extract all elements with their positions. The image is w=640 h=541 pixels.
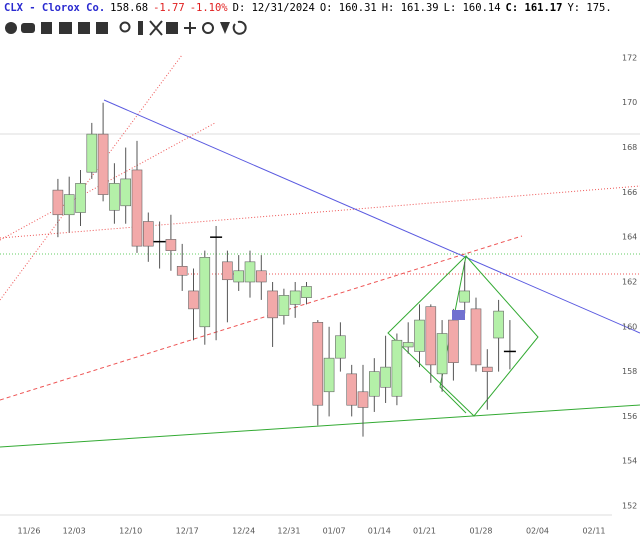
candle-body: [312, 322, 324, 406]
y-tick-label: 168: [622, 143, 637, 152]
trend-line: [0, 404, 640, 448]
candle-body: [301, 286, 312, 298]
candle-body: [380, 366, 391, 388]
open: O: 160.31: [319, 2, 377, 14]
x-tick-label: 12/17: [176, 527, 199, 536]
candle-body: [222, 261, 233, 281]
toolbar: [5, 20, 247, 36]
y: Y: 175.: [567, 2, 612, 14]
tool-icon[interactable]: [59, 22, 72, 34]
candle-body: [357, 391, 369, 408]
tool-icon[interactable]: [78, 22, 90, 34]
y-tick-label: 154: [622, 457, 637, 466]
x-tick-label: 12/31: [277, 527, 300, 536]
candle-body: [255, 270, 267, 283]
y-tick-label: 166: [622, 188, 637, 197]
high: H: 161.39: [381, 2, 439, 14]
candle-body: [63, 194, 75, 216]
candle-body: [131, 169, 143, 247]
candle-body: [143, 221, 154, 247]
candle-body: [75, 183, 86, 213]
x-tick-label: 01/21: [413, 527, 436, 536]
y-tick-label: 162: [622, 277, 637, 286]
candle-body: [199, 257, 211, 328]
marker: [452, 310, 465, 320]
candle-body: [244, 261, 256, 283]
candle-body: [470, 308, 482, 366]
candle-body: [233, 270, 244, 283]
candle-body: [368, 371, 380, 397]
tool-icon[interactable]: [96, 22, 108, 34]
trend-line: [0, 185, 640, 239]
trend-line: [0, 54, 183, 301]
x-tick-label: 01/28: [469, 527, 492, 536]
trend-line: [0, 235, 523, 401]
tool-icon[interactable]: [21, 23, 35, 33]
close: C: 161.17: [505, 2, 563, 14]
symbol: CLX - Clorox Co.: [4, 2, 106, 14]
tool-icon[interactable]: [5, 22, 17, 34]
tool-icon[interactable]: [202, 22, 214, 34]
x-tick-label: 01/14: [368, 527, 391, 536]
last: 158.68: [110, 2, 149, 14]
diamond: [387, 255, 539, 417]
tool-icon[interactable]: [119, 21, 131, 33]
candle-body: [188, 290, 199, 310]
x-tick-label: 12/10: [119, 527, 142, 536]
candle-body: [176, 265, 188, 276]
candle-body: [436, 333, 448, 375]
change-pct: -1.10%: [189, 2, 228, 14]
candle-body: [97, 133, 109, 195]
candle-body: [335, 335, 346, 359]
y-tick-label: 156: [622, 412, 637, 421]
candle-body: [481, 366, 493, 372]
candle-body: [391, 339, 403, 397]
y-tick-label: 172: [622, 53, 637, 62]
candle-body: [448, 319, 459, 363]
candle-body: [86, 133, 98, 173]
x-tick-label: 11/26: [17, 527, 40, 536]
candle-body: [278, 295, 290, 316]
tool-icon[interactable]: [232, 20, 247, 35]
change: -1.77: [153, 2, 185, 14]
candle-body: [52, 189, 64, 216]
candle-body: [402, 342, 414, 348]
candle-body: [289, 290, 301, 305]
tool-icon[interactable]: [166, 22, 178, 34]
y-tick-label: 158: [622, 367, 637, 376]
candle-body: [414, 319, 425, 352]
x-tick-label: 01/07: [323, 527, 346, 536]
tool-icon[interactable]: [41, 22, 52, 34]
candle-body: [120, 178, 131, 207]
candle-body: [459, 290, 471, 303]
x-tick-label: 02/11: [582, 527, 605, 536]
y-tick-label: 152: [622, 502, 637, 511]
x-tick-label: 12/03: [63, 527, 86, 536]
x-tick-label: 02/04: [526, 527, 549, 536]
candle-body: [267, 290, 278, 319]
y-tick-label: 160: [622, 322, 637, 331]
x-tick-label: 12/24: [232, 527, 255, 536]
trend-line: [103, 99, 640, 334]
header: CLX - Clorox Co. 158.68 -1.77 -1.10% D: 12/3…: [4, 2, 640, 14]
candle-body: [346, 373, 358, 406]
tool-icon[interactable]: [149, 20, 163, 36]
candle-body: [165, 239, 177, 251]
tool-icon[interactable]: [138, 21, 143, 35]
tool-icon[interactable]: [184, 22, 196, 34]
tool-icon[interactable]: [220, 22, 230, 34]
date: D: 12/31/2024: [232, 2, 315, 14]
low: L: 160.14: [443, 2, 501, 14]
candle-body: [425, 306, 437, 366]
y-tick-label: 164: [622, 233, 637, 242]
candle-body: [323, 357, 335, 393]
candle-body: [493, 310, 504, 339]
y-tick-label: 170: [622, 98, 637, 107]
candle-body: [109, 183, 120, 211]
